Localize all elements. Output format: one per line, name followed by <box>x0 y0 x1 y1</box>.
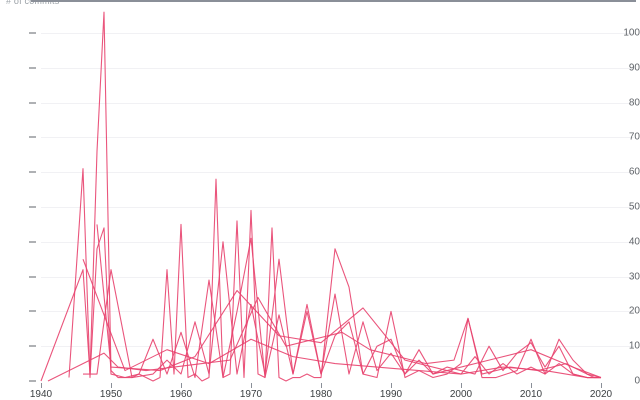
series-line <box>68 168 601 379</box>
x-tick-label: 1960 <box>169 389 193 400</box>
y-tick-mark <box>29 310 36 312</box>
x-tick-mark <box>181 383 182 388</box>
y-tick-mark <box>29 32 36 34</box>
x-tick-mark <box>601 383 602 388</box>
y-tick-label: 80 <box>628 97 640 109</box>
gridline <box>41 67 634 69</box>
y-tick-label: 100 <box>623 27 640 39</box>
gridline <box>41 207 634 208</box>
x-tick-label: 2000 <box>449 389 473 400</box>
gridline <box>41 33 634 34</box>
y-tick-mark <box>29 241 36 243</box>
x-tick-label: 1940 <box>29 389 53 400</box>
gridline <box>41 276 634 278</box>
y-tick-label: 0 <box>634 375 640 387</box>
y-tick-mark <box>29 136 36 138</box>
y-tick-label: 20 <box>628 305 640 317</box>
gridline <box>41 346 634 348</box>
x-tick-mark <box>531 383 532 388</box>
y-tick-label: 90 <box>628 62 640 74</box>
y-tick-mark <box>29 276 36 278</box>
series-line <box>83 241 601 379</box>
gridline <box>41 102 634 104</box>
y-tick-label: 50 <box>628 201 640 213</box>
x-tick-mark <box>251 383 252 388</box>
y-tick-mark <box>29 345 36 347</box>
x-tick-mark <box>461 383 462 388</box>
x-tick-mark <box>321 383 322 388</box>
series-line <box>96 224 602 379</box>
x-tick-label: 1950 <box>99 389 123 400</box>
x-tick-label: 1970 <box>239 389 263 400</box>
x-tick-label: 1980 <box>309 389 333 400</box>
x-axis-line <box>31 0 636 2</box>
chart-axis-title: # of commits <box>6 0 60 6</box>
series-lines <box>40 11 602 382</box>
gridline <box>41 311 634 313</box>
y-tick-label: 30 <box>628 271 640 283</box>
x-tick-mark <box>41 383 42 388</box>
y-tick-mark <box>29 67 36 69</box>
gridline <box>41 137 634 139</box>
x-tick-label: 2020 <box>589 389 613 400</box>
series-line <box>40 11 602 382</box>
gridline <box>41 241 634 243</box>
y-tick-mark <box>29 171 36 173</box>
y-tick-label: 70 <box>628 131 640 143</box>
y-tick-mark <box>29 206 36 208</box>
series-line <box>82 259 601 379</box>
x-tick-label: 2010 <box>519 389 543 400</box>
y-tick-mark <box>29 380 36 382</box>
x-tick-mark <box>111 383 112 388</box>
x-tick-mark <box>391 383 392 388</box>
x-tick-label: 1990 <box>379 389 403 400</box>
y-tick-label: 60 <box>628 166 640 178</box>
y-tick-mark <box>29 102 36 104</box>
y-tick-label: 40 <box>628 236 640 248</box>
y-tick-label: 10 <box>628 340 640 352</box>
gridline <box>41 172 634 174</box>
